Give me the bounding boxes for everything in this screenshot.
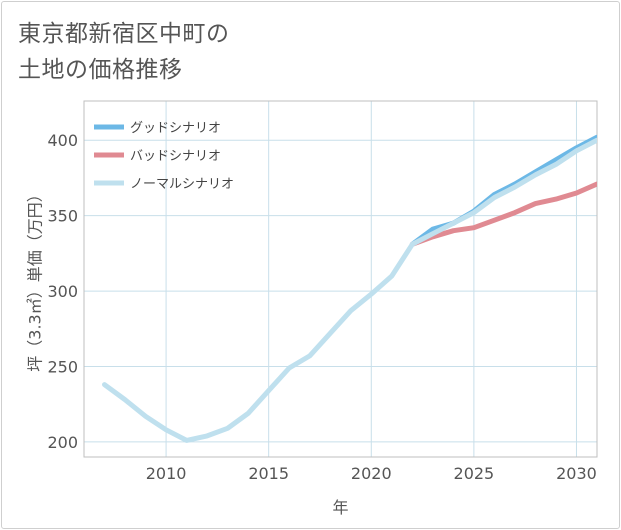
series-line-normal <box>102 137 597 443</box>
y-tick-label: 200 <box>47 433 78 452</box>
grid <box>84 101 597 457</box>
series-line-bad <box>409 181 597 247</box>
y-axis-label: 坪（3.3㎡）単価（万円） <box>26 186 45 371</box>
chart-title-line-2: 土地の価格推移 <box>18 57 183 83</box>
axis-ticks: 2010 2015 2020 2025 2030 200 250 300 350 400 <box>47 131 596 483</box>
x-tick-label: 2030 <box>556 464 597 483</box>
chart-title: 東京都新宿区中町の 土地の価格推移 <box>18 16 230 88</box>
legend-label-normal: ノーマルシナリオ <box>130 177 234 192</box>
x-tick-label: 2020 <box>351 464 392 483</box>
x-tick-label: 2025 <box>454 464 495 483</box>
y-tick-label: 400 <box>47 131 78 150</box>
legend-label-good: グッドシナリオ <box>130 121 221 136</box>
legend-label-bad: バッドシナリオ <box>130 149 221 164</box>
y-tick-label: 350 <box>47 207 78 226</box>
y-tick-label: 300 <box>47 282 78 301</box>
x-tick-label: 2015 <box>248 464 289 483</box>
series-lines <box>102 134 597 443</box>
plot-area-frame <box>83 100 598 458</box>
y-tick-label: 250 <box>47 357 78 376</box>
chart-title-line-1: 東京都新宿区中町の <box>18 21 230 47</box>
x-axis-label: 年 <box>332 498 348 517</box>
x-tick-label: 2010 <box>146 464 187 483</box>
